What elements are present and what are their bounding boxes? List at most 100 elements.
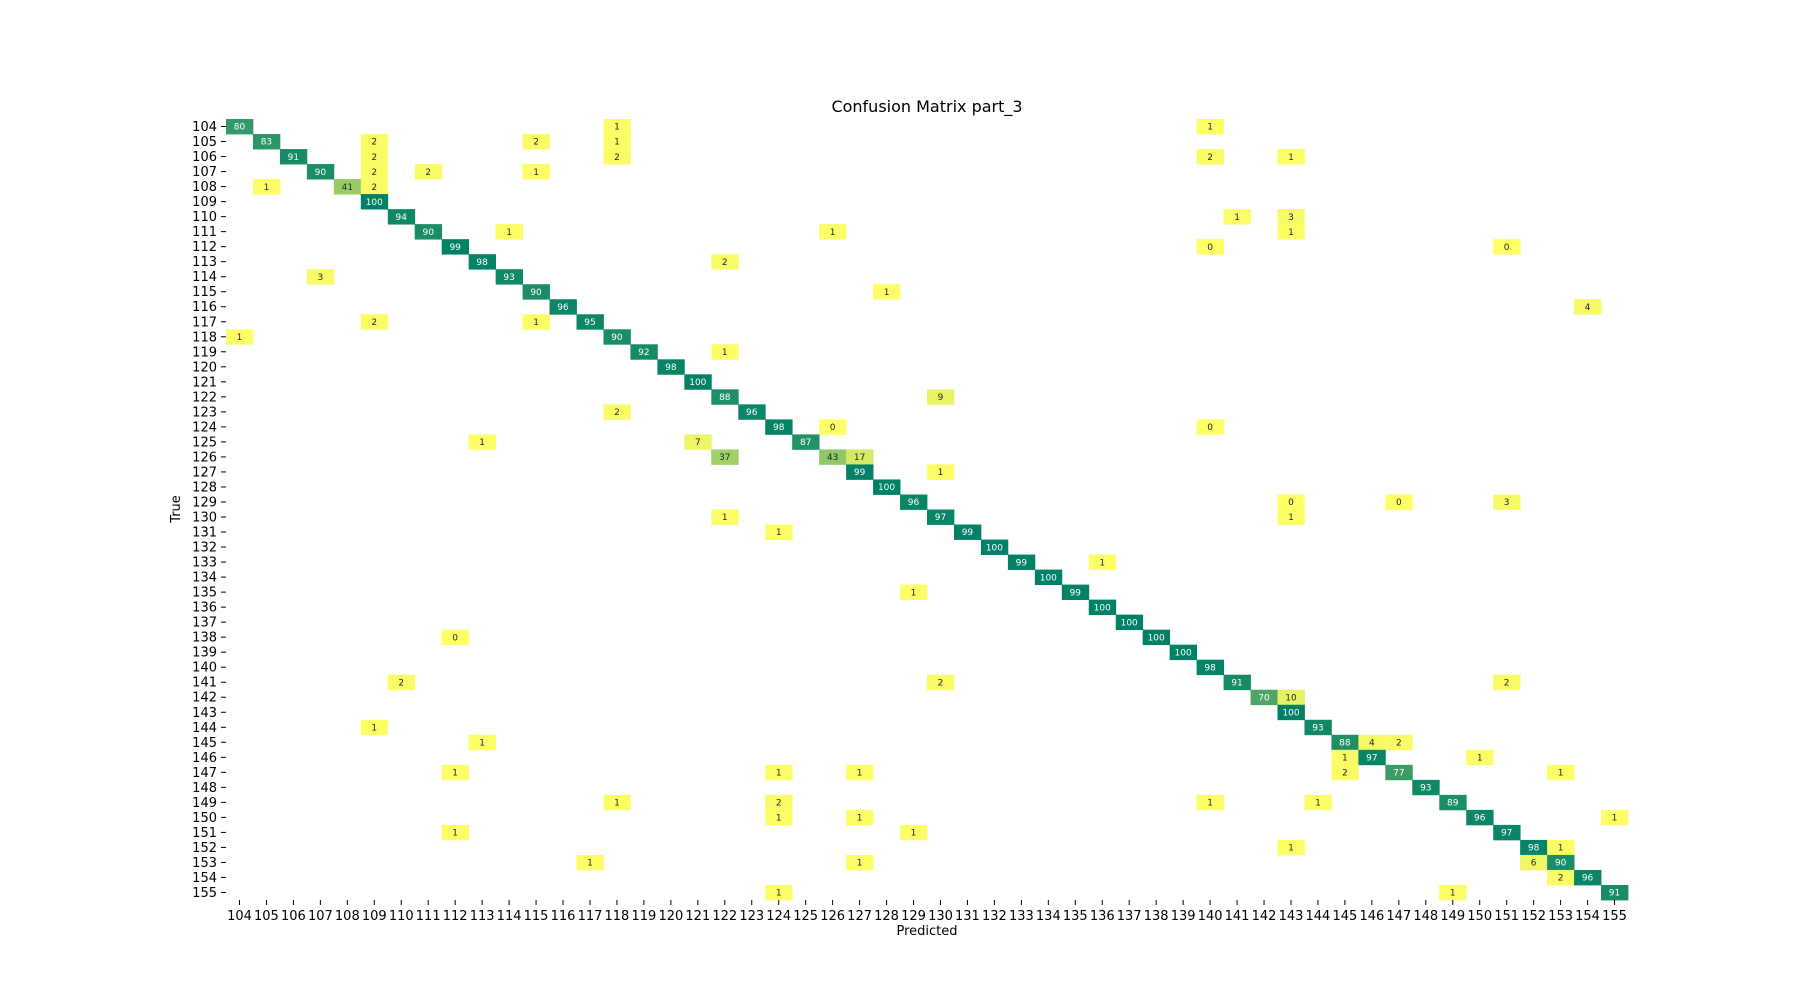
heatmap-cell <box>1277 704 1305 721</box>
heatmap-cell <box>522 314 550 330</box>
heatmap-cell <box>387 209 416 225</box>
cell-value-label: 4 <box>1369 739 1375 749</box>
heatmap-cell <box>927 509 955 525</box>
x-tick-label: 148 <box>1413 909 1438 924</box>
heatmap-cell <box>360 314 389 330</box>
cell-value-label: 1 <box>776 814 782 824</box>
cell-value-label: 1 <box>479 739 485 749</box>
y-tick-label: 138 <box>192 631 217 646</box>
x-tick-label: 126 <box>820 909 845 924</box>
heatmap-cell <box>522 284 550 300</box>
cell-value-label: 98 <box>1528 844 1540 854</box>
cell-value-label: 2 <box>1207 153 1213 163</box>
y-tick-label: 147 <box>192 766 217 781</box>
heatmap-cell <box>1385 764 1413 781</box>
heatmap-cell <box>576 854 604 871</box>
y-tick-label: 148 <box>192 781 217 796</box>
cell-value-label: 2 <box>1342 769 1348 779</box>
x-tick-label: 131 <box>955 909 980 924</box>
heatmap-cell <box>819 449 847 465</box>
heatmap-cell <box>441 764 470 781</box>
heatmap-cell <box>819 224 847 240</box>
cell-value-label: 93 <box>1312 723 1323 733</box>
cell-value-label: 1 <box>911 829 917 839</box>
cell-value-label: 98 <box>665 363 677 373</box>
x-tick-label: 150 <box>1467 909 1492 924</box>
cell-value-label: 100 <box>1094 603 1111 613</box>
x-tick-label: 112 <box>443 909 468 924</box>
heatmap-cell <box>1061 584 1090 601</box>
cell-value-label: 2 <box>371 153 377 163</box>
cell-value-label: 1 <box>614 138 620 148</box>
y-tick-label: 136 <box>192 601 217 616</box>
y-tick-label: 146 <box>192 751 217 766</box>
cell-value-label: 89 <box>1447 799 1459 809</box>
x-tick-label: 136 <box>1090 909 1115 924</box>
y-tick-label: 131 <box>192 526 217 541</box>
heatmap-cell <box>1493 494 1521 510</box>
x-tick-label: 105 <box>254 909 279 924</box>
x-tick-label: 128 <box>874 909 899 924</box>
cell-value-label: 2 <box>371 138 377 148</box>
x-tick-label: 119 <box>631 909 656 924</box>
x-tick-label: 125 <box>793 909 818 924</box>
heatmap-cell <box>1196 794 1224 811</box>
heatmap-cell <box>1304 719 1332 736</box>
cell-value-label: 1 <box>776 769 782 779</box>
x-tick-label: 154 <box>1575 909 1600 924</box>
heatmap-cell <box>846 464 874 480</box>
cell-value-label: 1 <box>776 528 782 538</box>
heatmap-cell <box>1250 689 1278 706</box>
cell-value-label: 99 <box>962 528 974 538</box>
cell-value-label: 9 <box>938 393 944 403</box>
cell-value-label: 99 <box>449 243 461 253</box>
cell-value-label: 2 <box>1558 874 1564 884</box>
x-tick-label: 111 <box>416 909 441 924</box>
y-tick-label: 106 <box>192 150 217 165</box>
cell-value-label: 91 <box>1609 889 1620 899</box>
cell-value-label: 2 <box>371 318 377 328</box>
cell-value-label: 88 <box>1339 739 1351 749</box>
cell-value-label: 1 <box>533 168 539 178</box>
x-tick-label: 146 <box>1359 909 1384 924</box>
y-tick-label: 116 <box>192 300 217 315</box>
cell-value-label: 1 <box>237 333 243 343</box>
heatmap-cell <box>1223 209 1251 225</box>
cell-value-label: 2 <box>425 168 431 178</box>
cell-value-label: 1 <box>614 799 620 809</box>
x-tick-label: 117 <box>578 909 603 924</box>
cell-value-label: 87 <box>800 438 811 448</box>
heatmap-cell <box>522 164 550 180</box>
y-tick-label: 112 <box>192 240 217 255</box>
heatmap-cell <box>765 809 793 826</box>
x-tick-label: 107 <box>308 909 333 924</box>
heatmap-cell <box>1088 554 1117 570</box>
cell-value-label: 1 <box>479 438 485 448</box>
cell-value-label: 91 <box>1231 678 1242 688</box>
cell-value-label: 2 <box>614 408 620 418</box>
cell-value-label: 1 <box>533 318 539 328</box>
x-tick-label: 109 <box>362 909 387 924</box>
heatmap-cell <box>414 224 443 240</box>
heatmap-cell <box>1601 884 1629 901</box>
cell-value-label: 1 <box>857 814 863 824</box>
cell-value-label: 1 <box>1612 814 1618 824</box>
cell-value-label: 1 <box>938 468 944 478</box>
heatmap-cell <box>603 794 631 811</box>
cell-value-label: 2 <box>722 258 728 268</box>
y-axis-ticks: 1041051061071081091101111121131141151161… <box>192 120 226 901</box>
heatmap-cell <box>1088 599 1117 616</box>
x-tick-label: 113 <box>470 909 495 924</box>
heatmap-cell <box>495 224 523 240</box>
cell-value-label: 1 <box>1099 558 1105 568</box>
cell-value-label: 93 <box>1420 784 1431 794</box>
cell-value-label: 100 <box>986 543 1003 553</box>
cell-value-label: 10 <box>1285 693 1297 703</box>
heatmap-cell <box>603 329 631 345</box>
heatmap-cell <box>1196 419 1224 435</box>
heatmap-cell <box>846 764 874 781</box>
heatmap-cell <box>1304 794 1332 811</box>
heatmap-cell <box>306 164 335 180</box>
x-tick-label: 141 <box>1225 909 1250 924</box>
